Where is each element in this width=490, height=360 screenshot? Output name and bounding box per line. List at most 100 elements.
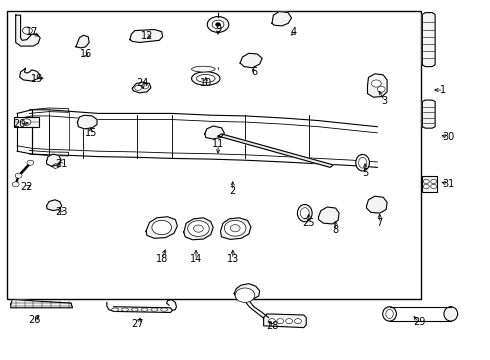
Circle shape	[269, 319, 275, 324]
Text: 14: 14	[190, 254, 202, 264]
Text: 2: 2	[230, 186, 236, 196]
Text: 1: 1	[441, 85, 446, 95]
Polygon shape	[132, 82, 151, 93]
Polygon shape	[76, 35, 89, 48]
Ellipse shape	[122, 308, 128, 311]
Text: 17: 17	[25, 27, 38, 37]
Circle shape	[188, 221, 209, 237]
Text: 27: 27	[131, 319, 144, 329]
Circle shape	[23, 27, 32, 34]
Text: 25: 25	[302, 218, 315, 228]
Circle shape	[15, 173, 22, 178]
Text: 18: 18	[156, 254, 168, 264]
Text: 9: 9	[215, 24, 221, 34]
Circle shape	[431, 179, 437, 184]
Text: 4: 4	[291, 27, 297, 37]
Text: 31: 31	[442, 179, 455, 189]
Circle shape	[235, 288, 255, 302]
Polygon shape	[220, 218, 251, 239]
Text: 22: 22	[21, 182, 33, 192]
Ellipse shape	[300, 208, 309, 219]
Ellipse shape	[141, 308, 148, 311]
Text: 19: 19	[30, 74, 43, 84]
Circle shape	[230, 225, 240, 232]
Circle shape	[22, 119, 31, 125]
Text: 13: 13	[226, 254, 239, 264]
Text: 10: 10	[200, 78, 212, 88]
Text: 28: 28	[266, 321, 278, 331]
Text: 16: 16	[79, 49, 92, 59]
Ellipse shape	[359, 157, 367, 168]
Circle shape	[207, 17, 229, 32]
Text: 12: 12	[141, 31, 153, 41]
Text: 29: 29	[413, 317, 425, 327]
Polygon shape	[146, 217, 177, 238]
Polygon shape	[264, 314, 306, 328]
Circle shape	[286, 319, 293, 324]
Circle shape	[135, 85, 142, 90]
Polygon shape	[107, 302, 172, 312]
Polygon shape	[367, 196, 387, 213]
Polygon shape	[77, 115, 97, 129]
Ellipse shape	[386, 309, 393, 318]
Circle shape	[212, 20, 224, 29]
Circle shape	[216, 23, 220, 26]
Bar	[7, 11, 421, 299]
Text: 21: 21	[55, 159, 68, 169]
Ellipse shape	[131, 308, 138, 311]
Text: 3: 3	[382, 96, 388, 106]
Polygon shape	[318, 207, 339, 224]
Circle shape	[224, 220, 246, 236]
Ellipse shape	[151, 308, 158, 311]
Polygon shape	[422, 13, 435, 67]
Text: 30: 30	[442, 132, 455, 142]
Text: 8: 8	[333, 225, 339, 235]
Polygon shape	[218, 134, 333, 167]
Text: 23: 23	[55, 207, 68, 217]
Circle shape	[194, 225, 203, 232]
Circle shape	[377, 86, 385, 92]
Ellipse shape	[161, 308, 168, 311]
Polygon shape	[20, 68, 40, 81]
Text: 5: 5	[362, 168, 368, 178]
Polygon shape	[234, 284, 260, 301]
Polygon shape	[47, 154, 61, 166]
Ellipse shape	[297, 204, 312, 222]
Polygon shape	[130, 30, 163, 42]
Circle shape	[142, 84, 148, 89]
Polygon shape	[205, 126, 224, 139]
Ellipse shape	[444, 307, 458, 321]
Text: 15: 15	[84, 128, 97, 138]
Circle shape	[27, 160, 34, 165]
Circle shape	[371, 80, 381, 87]
Text: 11: 11	[212, 139, 224, 149]
Circle shape	[277, 319, 284, 324]
Circle shape	[423, 179, 429, 184]
Polygon shape	[272, 12, 292, 26]
Circle shape	[152, 220, 172, 235]
Ellipse shape	[192, 66, 215, 72]
Text: 24: 24	[136, 78, 148, 88]
Circle shape	[12, 182, 19, 187]
Text: 26: 26	[28, 315, 41, 325]
Polygon shape	[184, 218, 213, 240]
Circle shape	[431, 184, 437, 189]
Ellipse shape	[112, 308, 119, 311]
Ellipse shape	[356, 154, 369, 171]
Text: 20: 20	[13, 119, 26, 129]
Text: 6: 6	[252, 67, 258, 77]
Ellipse shape	[192, 72, 220, 85]
Polygon shape	[11, 300, 73, 308]
Ellipse shape	[383, 307, 396, 321]
Circle shape	[423, 184, 429, 189]
Polygon shape	[422, 100, 435, 128]
Polygon shape	[368, 74, 387, 97]
Bar	[14, 117, 39, 127]
Polygon shape	[240, 53, 262, 68]
Polygon shape	[16, 15, 40, 46]
Bar	[422, 176, 437, 192]
Text: 7: 7	[377, 218, 383, 228]
Polygon shape	[47, 200, 62, 211]
Circle shape	[294, 319, 301, 324]
Ellipse shape	[196, 75, 215, 82]
